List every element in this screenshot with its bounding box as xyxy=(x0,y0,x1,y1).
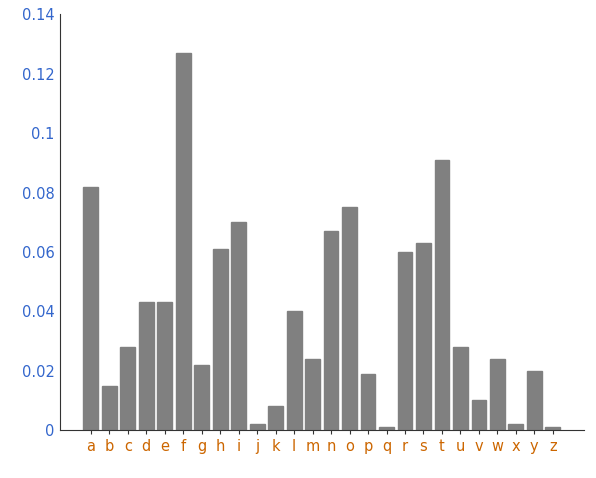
Bar xyxy=(324,231,339,430)
Bar xyxy=(545,427,560,430)
Bar xyxy=(398,252,412,430)
Bar xyxy=(102,386,117,430)
Bar xyxy=(490,359,505,430)
Bar xyxy=(379,427,394,430)
Bar xyxy=(120,347,135,430)
Bar xyxy=(305,359,320,430)
Bar xyxy=(231,222,246,430)
Bar xyxy=(342,207,357,430)
Bar xyxy=(287,311,302,430)
Bar xyxy=(361,374,375,430)
Bar xyxy=(416,243,431,430)
Bar xyxy=(157,303,172,430)
Bar xyxy=(176,53,191,430)
Bar xyxy=(527,371,542,430)
Bar xyxy=(268,406,283,430)
Bar xyxy=(508,424,523,430)
Bar xyxy=(213,249,228,430)
Bar xyxy=(471,401,486,430)
Bar xyxy=(434,160,449,430)
Bar xyxy=(453,347,468,430)
Bar xyxy=(250,424,265,430)
Bar xyxy=(83,186,98,430)
Bar xyxy=(194,365,209,430)
Bar xyxy=(139,303,154,430)
